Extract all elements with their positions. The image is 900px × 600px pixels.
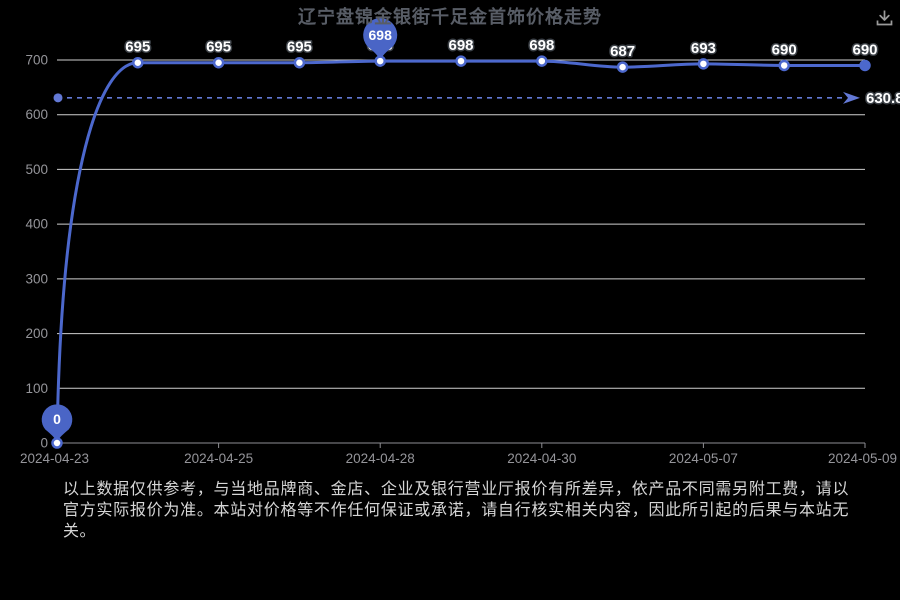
x-axis-tick-label: 2024-04-25: [184, 451, 253, 466]
markline-start-dot: [53, 93, 63, 103]
data-point-label: 695: [206, 39, 231, 56]
x-axis-tick-label: 2024-05-09: [828, 451, 897, 466]
data-point-marker: [697, 58, 710, 70]
pin-marker: [41, 404, 73, 443]
price-trend-chart[interactable]: 0 100 200 300 400 500 600 700 2024-04-23 2024-04-…: [0, 0, 900, 477]
pin-marker-label: 0: [53, 411, 61, 427]
data-point-label: 687: [610, 43, 635, 60]
data-point-label: 690: [852, 41, 877, 58]
data-point-marker: [212, 56, 225, 69]
data-point-marker: [374, 55, 386, 67]
data-point-marker: [455, 55, 467, 67]
y-axis-tick-label: 600: [25, 107, 48, 122]
data-point-label: 690: [772, 41, 797, 58]
x-axis-tick-label: 2024-04-23: [20, 451, 89, 466]
data-point-marker: [616, 61, 629, 73]
markline-arrow-icon: [843, 91, 860, 104]
y-axis-tick-label: 400: [25, 217, 48, 232]
data-point-marker: [536, 55, 548, 67]
x-axis-tick-label: 2024-05-07: [669, 451, 738, 466]
y-axis-tick-label: 500: [25, 162, 48, 177]
line-chart-canvas[interactable]: 0 100 200 300 400 500 600 700 2024-04-23 2024-04-…: [0, 0, 900, 472]
page-title: 辽宁盘锦金银街千足金首饰价格走势: [298, 7, 602, 27]
data-point-label: 693: [691, 40, 716, 57]
price-series-line: [55, 59, 867, 445]
pin-marker-label: 698: [369, 27, 393, 43]
data-point-label: 695: [287, 39, 312, 56]
y-axis-tick-label: 100: [25, 381, 48, 396]
disclaimer-text: 以上数据仅供参考，与当地品牌商、金店、企业及银行营业厅报价有所差异，依产品不同需…: [63, 481, 849, 540]
data-point-label: 695: [125, 39, 150, 56]
y-axis-tick-label: 300: [25, 271, 48, 286]
x-axis-tick-label: 2024-04-30: [507, 451, 576, 466]
markline-value-label: 630.8: [866, 90, 900, 107]
y-axis-tick-label: 0: [40, 436, 48, 451]
data-point-marker: [51, 437, 63, 449]
y-axis-tick-label: 700: [25, 53, 48, 68]
y-axis-tick-label: 200: [25, 326, 48, 341]
download-button[interactable]: [874, 7, 894, 27]
data-point-marker: [778, 59, 790, 72]
download-icon: [876, 10, 892, 25]
data-point-marker: [132, 56, 144, 69]
data-point-marker: [859, 59, 871, 72]
data-point-label: 698: [448, 37, 473, 54]
data-point-label: 698: [529, 37, 554, 54]
data-point-marker: [293, 56, 306, 69]
x-axis-tick-label: 2024-04-28: [346, 451, 415, 466]
pin-marker: [363, 18, 398, 62]
